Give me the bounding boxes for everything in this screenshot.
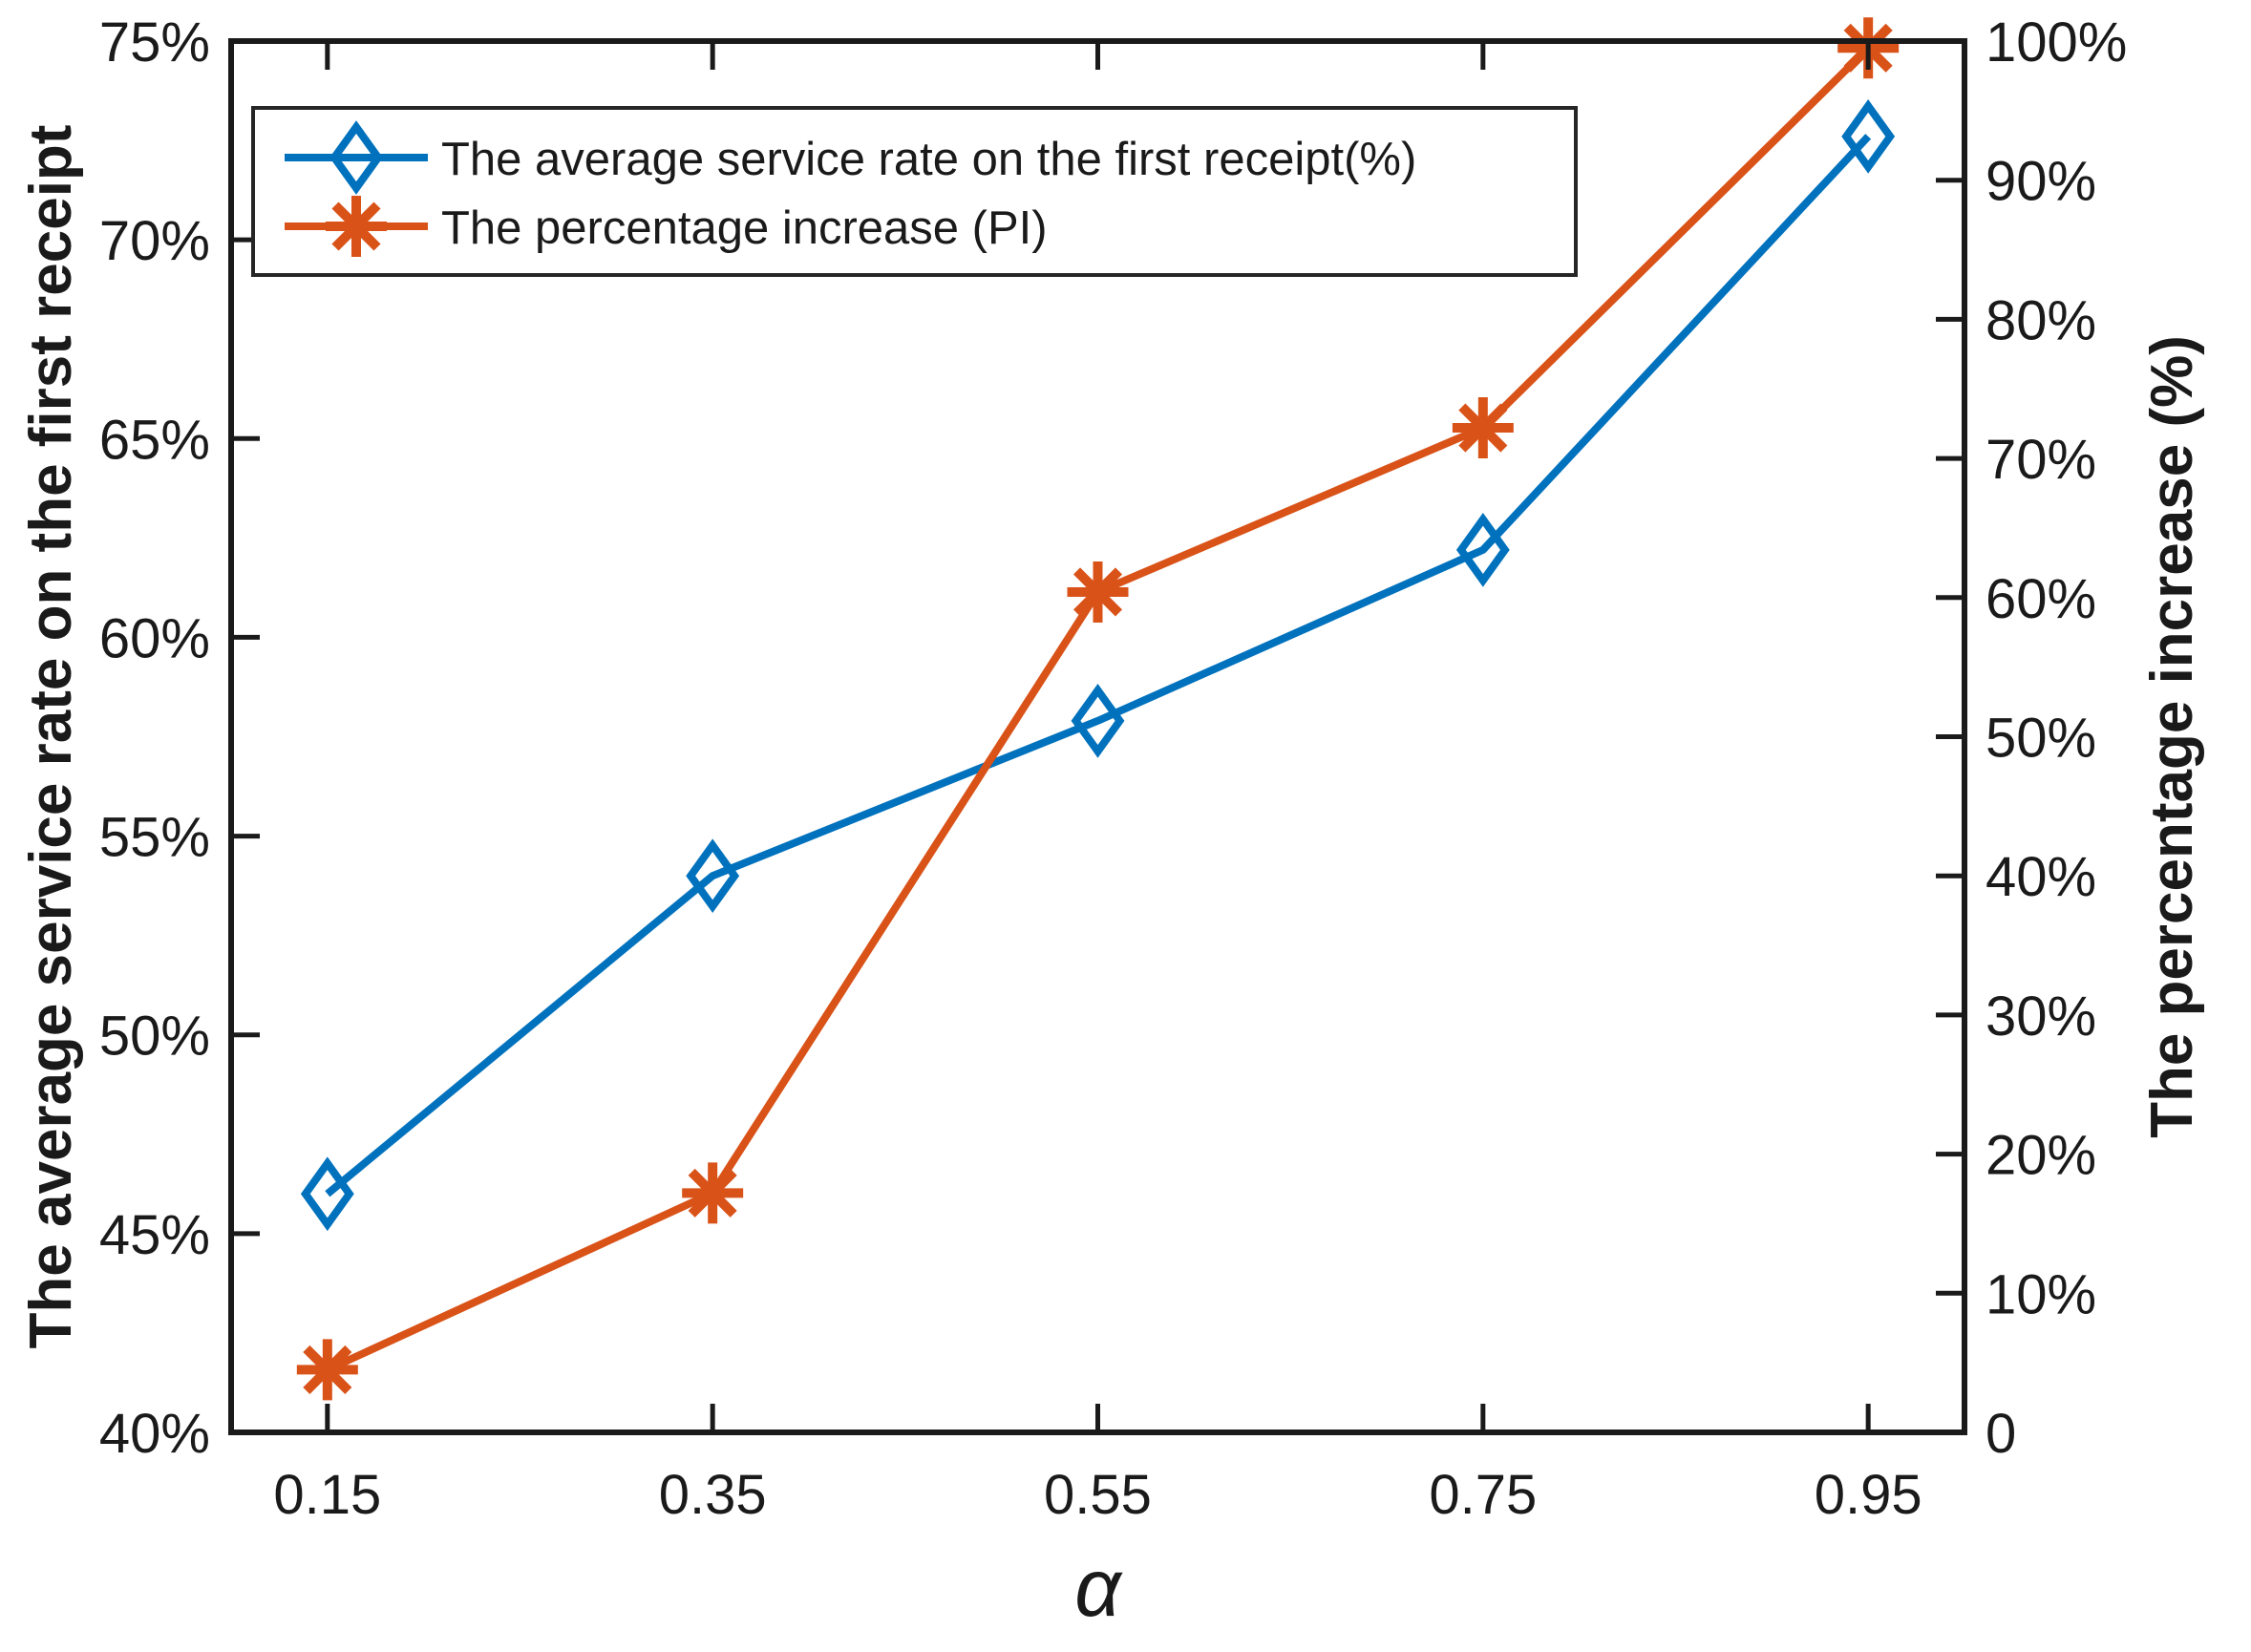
diamond-marker (686, 838, 740, 914)
asterisk-marker (1067, 561, 1129, 623)
x-axis-title: α (1074, 1543, 1123, 1634)
left-tick-label: 75% (99, 11, 210, 74)
legend-entry: The average service rate on the first re… (285, 120, 1416, 195)
diamond-marker (329, 120, 383, 195)
x-tick-label: 0.35 (659, 1464, 767, 1526)
left-tick-label: 55% (99, 807, 210, 869)
left-axis: 40% 45% 50% 55% 60% 65% 70% 75% (99, 11, 260, 1465)
left-tick-label: 70% (99, 210, 210, 272)
right-tick-label: 20% (1986, 1125, 2096, 1187)
asterisk-marker (682, 1162, 744, 1224)
legend: The average service rate on the first re… (251, 106, 1578, 277)
right-tick-label: 100% (1986, 11, 2127, 74)
series-percentage-increase (296, 17, 1900, 1401)
asterisk-marker (326, 196, 387, 257)
diamond-marker (1455, 512, 1510, 587)
right-tick-label: 70% (1986, 429, 2096, 491)
right-tick-label: 50% (1986, 708, 2096, 770)
right-tick-label: 0 (1986, 1403, 2016, 1465)
right-tick-label: 40% (1986, 846, 2096, 908)
right-tick-label: 90% (1986, 151, 2096, 213)
left-axis-title: The average service rate on the first re… (18, 125, 84, 1349)
legend-label: The average service rate on the first re… (441, 134, 1416, 185)
right-axis-title: The percentage increase (%) (2139, 335, 2205, 1138)
diamond-marker (300, 1156, 354, 1232)
legend-box (251, 106, 1578, 277)
legend-entry: The percentage increase (PI) (285, 196, 1048, 257)
right-tick-label: 10% (1986, 1263, 2096, 1325)
asterisk-marker (296, 1339, 358, 1401)
x-tick-label: 0.95 (1815, 1464, 1922, 1526)
x-tick-label: 0.55 (1044, 1464, 1152, 1526)
right-tick-label: 80% (1986, 289, 2096, 351)
left-tick-label: 45% (99, 1204, 210, 1266)
left-tick-label: 40% (99, 1403, 210, 1465)
diamond-marker (1071, 683, 1125, 758)
series-line (325, 134, 1872, 1197)
asterisk-marker (1452, 397, 1514, 459)
x-axis: 0.15 0.35 0.55 0.75 0.95 (273, 41, 1922, 1526)
legend-label: The percentage increase (PI) (441, 202, 1048, 254)
x-tick-label: 0.15 (273, 1464, 381, 1526)
diamond-marker (1841, 99, 1896, 174)
right-tick-label: 30% (1986, 985, 2096, 1048)
right-tick-label: 60% (1986, 568, 2096, 630)
left-tick-label: 65% (99, 409, 210, 471)
right-axis: 0 10% 20% 30% 40% 50% 60% 70% 80% 90% 100% (1936, 11, 2127, 1465)
x-tick-label: 0.75 (1429, 1464, 1537, 1526)
left-tick-label: 60% (99, 607, 210, 669)
series-avg-service-rate (300, 99, 1896, 1232)
left-tick-label: 50% (99, 1006, 210, 1068)
series-layer (296, 17, 1900, 1401)
